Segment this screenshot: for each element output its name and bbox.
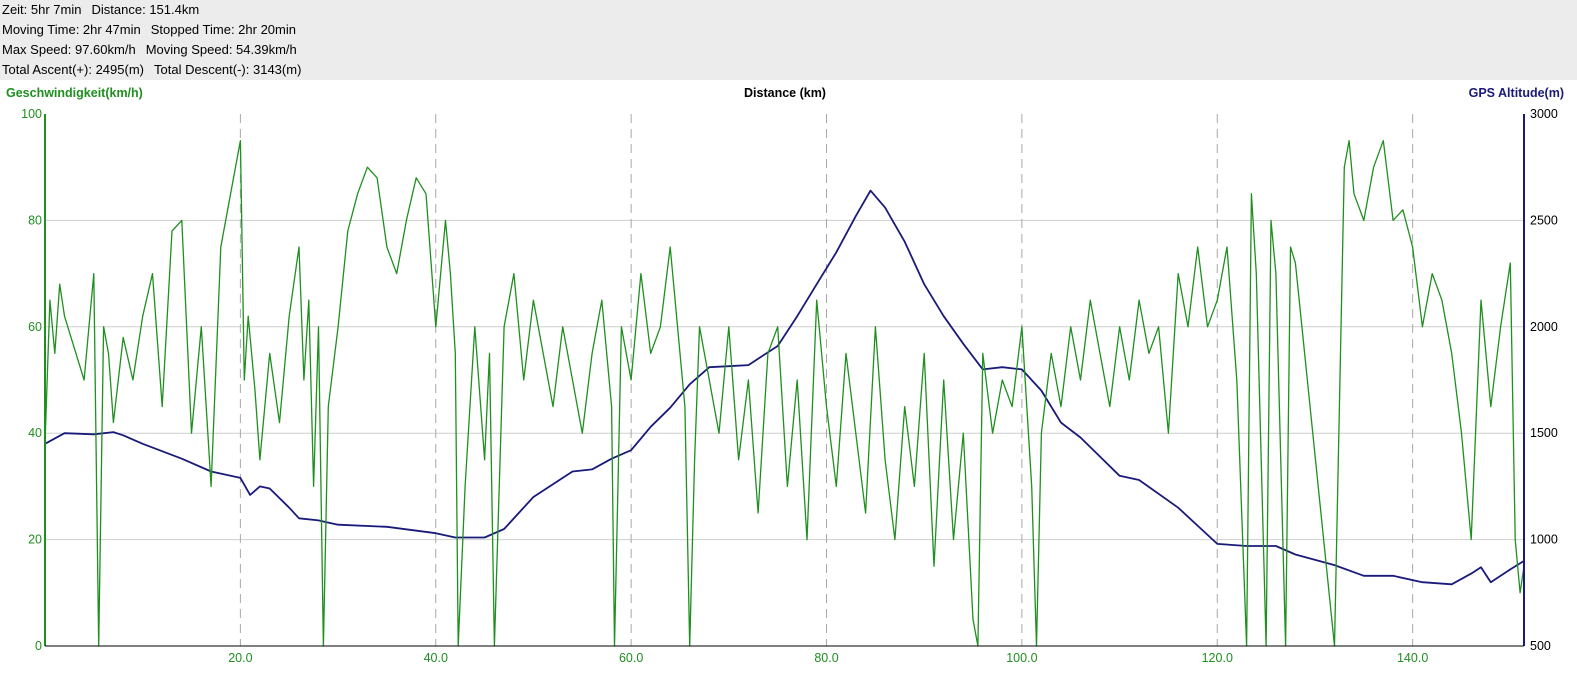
stat-label: Zeit: (2, 2, 28, 17)
y-left-tick-label: 60 (28, 320, 42, 334)
stat-value: 3143(m) (249, 62, 302, 77)
y-right-tick-label: 2000 (1530, 320, 1558, 334)
stat-label: Moving Speed: (145, 42, 233, 57)
x-tick-label: 40.0 (424, 651, 448, 665)
stat-value: 2495(m) (91, 62, 144, 77)
stat-line: Max Speed: 97.60km/h Moving Speed: 54.39k… (2, 40, 297, 60)
axes: 0 20 40 60 80 100 500 1000 1500 2000 2500 3000 20.0 4… (21, 107, 1558, 665)
y-right-tick-label: 2500 (1530, 213, 1558, 227)
dual-axis-line-chart: Geschwindigkeit(km/h) Distance (km) GPS … (6, 86, 1564, 665)
y-right-tick-label: 1000 (1530, 533, 1558, 547)
x-tick-label: 120.0 (1202, 651, 1233, 665)
altitude-series-line (44, 189, 1525, 586)
x-tick-label: 20.0 (228, 651, 252, 665)
stat-label: Max Speed: (2, 42, 72, 57)
gridlines (45, 114, 1524, 646)
y-right-tick-label: 3000 (1530, 107, 1558, 121)
y-left-tick-label: 40 (28, 426, 42, 440)
stat-label: Stopped Time: (150, 22, 235, 37)
y-left-tick-label: 0 (35, 639, 42, 653)
stats-panel: Zeit: 5hr 7min Distance: 151.4km Moving Ti… (0, 0, 1577, 80)
stat-value: 97.60km/h (71, 42, 136, 57)
stat-label: Total Ascent(+): (2, 62, 92, 77)
stat-value: 5hr 7min (27, 2, 82, 17)
stat-line: Moving Time: 2hr 47min Stopped Time: 2hr … (2, 20, 296, 40)
left-axis-label: Geschwindigkeit(km/h) (6, 86, 143, 100)
stat-value: 54.39km/h (232, 42, 297, 57)
y-left-tick-label: 20 (28, 533, 42, 547)
y-right-tick-label: 500 (1530, 639, 1551, 653)
x-tick-label: 140.0 (1397, 651, 1428, 665)
x-tick-label: 80.0 (814, 651, 838, 665)
right-axis-label: GPS Altitude(m) (1469, 86, 1564, 100)
y-left-tick-label: 100 (21, 107, 42, 121)
chart-area: Geschwindigkeit(km/h) Distance (km) GPS … (0, 80, 1577, 671)
y-right-tick-label: 1500 (1530, 426, 1558, 440)
stat-line: Zeit: 5hr 7min Distance: 151.4km (2, 0, 199, 20)
y-left-tick-label: 80 (28, 213, 42, 227)
stat-label: Total Descent(-): (154, 62, 250, 77)
stat-line: Total Ascent(+): 2495(m) Total Descent(-)… (2, 60, 301, 80)
speed-series-line (44, 139, 1525, 647)
stat-value: 151.4km (145, 2, 200, 17)
x-tick-label: 60.0 (619, 651, 643, 665)
x-axis-label: Distance (km) (744, 86, 826, 100)
series-layer (44, 139, 1525, 647)
stat-value: 2hr 47min (79, 22, 141, 37)
stat-label: Moving Time: (2, 22, 80, 37)
x-tick-label: 100.0 (1006, 651, 1037, 665)
stat-label: Distance: (91, 2, 146, 17)
stat-value: 2hr 20min (234, 22, 296, 37)
